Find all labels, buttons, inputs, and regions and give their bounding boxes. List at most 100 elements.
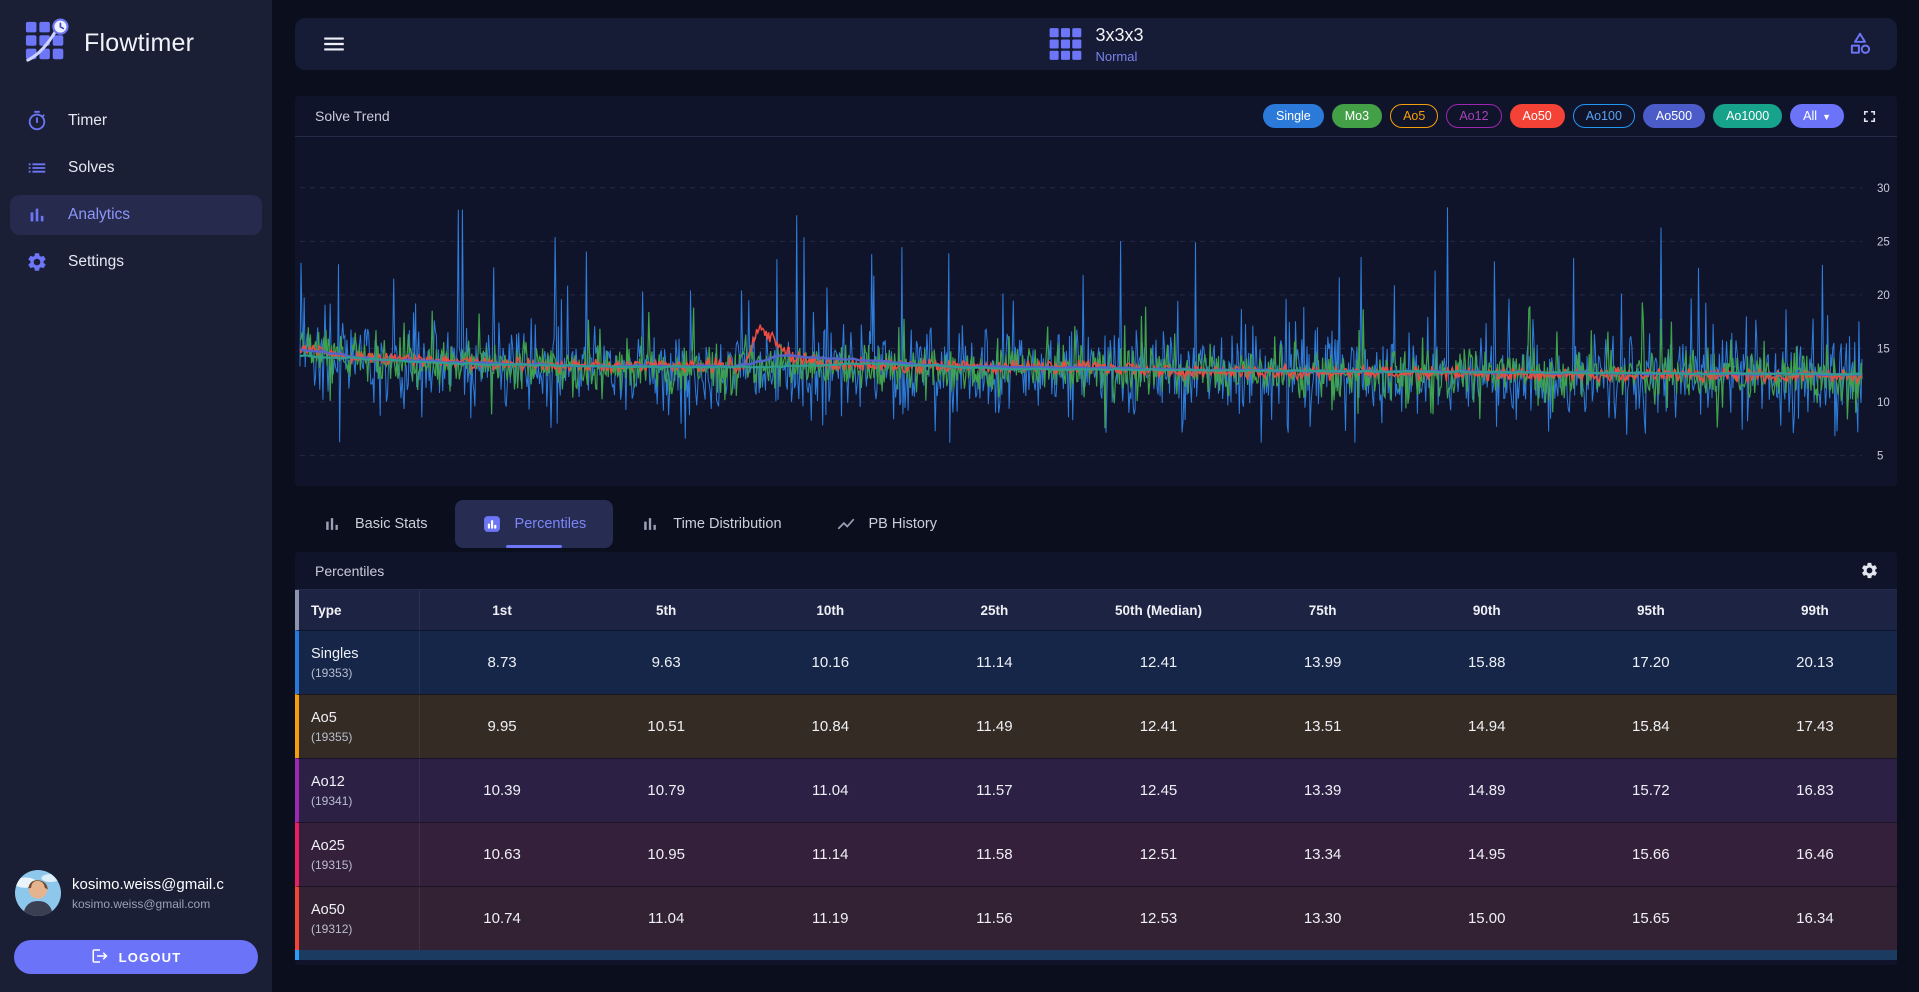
percentile-value: 11.04 (584, 887, 748, 950)
svg-text:30: 30 (1877, 183, 1890, 195)
percentile-value: 16.83 (1733, 759, 1897, 822)
percentile-value: 12.45 (1076, 759, 1240, 822)
user-name: kosimo.weiss@gmail.c (72, 876, 224, 893)
legend-badge-label: Ao100 (1586, 109, 1622, 123)
percentile-value: 14.89 (1405, 759, 1569, 822)
app-root: Flowtimer Timer Solves Analytics Settings k… (0, 0, 1919, 992)
bar-chart-icon (640, 514, 660, 534)
percentile-value: 13.39 (1241, 759, 1405, 822)
legend-badge-label: Ao12 (1459, 109, 1488, 123)
type-label: Ao50 (311, 902, 419, 918)
percentile-value: 11.14 (912, 631, 1076, 694)
flowtimer-logo-icon (24, 18, 70, 69)
solve-count: (19315) (311, 858, 419, 872)
column-header: 1st (420, 590, 584, 630)
percentile-value: 11.04 (748, 759, 912, 822)
trend-line-icon (836, 514, 856, 534)
table-row-partial (295, 950, 1897, 960)
type-cell: Ao50(19312) (299, 887, 420, 950)
solve-count: (19341) (311, 794, 419, 808)
logout-button[interactable]: LOGOUT (14, 940, 258, 974)
percentile-value: 10.79 (584, 759, 748, 822)
percentiles-title: Percentiles (315, 563, 384, 579)
percentile-value: 14.95 (1405, 823, 1569, 886)
column-header: Type (299, 590, 420, 630)
legend-badge-ao1000[interactable]: Ao1000 (1713, 104, 1782, 128)
user-info: kosimo.weiss@gmail.c kosimo.weiss@gmail.… (15, 870, 259, 916)
fullscreen-icon[interactable] (1856, 103, 1883, 130)
percentile-value: 13.51 (1241, 695, 1405, 758)
percentile-value: 10.39 (420, 759, 584, 822)
svg-text:5: 5 (1877, 451, 1883, 463)
percentile-chart-icon (482, 514, 502, 534)
tab-percentiles[interactable]: Percentiles (455, 500, 614, 548)
percentile-value: 15.84 (1569, 695, 1733, 758)
tab-label: Basic Stats (355, 516, 428, 532)
avatar (15, 870, 61, 916)
column-header: 95th (1569, 590, 1733, 630)
sidebar-item-solves[interactable]: Solves (10, 148, 262, 188)
percentile-value: 13.30 (1241, 887, 1405, 950)
puzzle-mode: Normal (1095, 49, 1143, 64)
user-email: kosimo.weiss@gmail.com (72, 897, 224, 911)
percentile-value: 12.41 (1076, 695, 1240, 758)
legend-badge-label: Ao500 (1656, 109, 1692, 123)
solve-trend-title: Solve Trend (315, 108, 390, 124)
type-cell: Ao5(19355) (299, 695, 420, 758)
column-header: 75th (1241, 590, 1405, 630)
svg-text:25: 25 (1877, 236, 1890, 248)
percentile-value: 15.66 (1569, 823, 1733, 886)
type-cell: Ao25(19315) (299, 823, 420, 886)
solve-trend-chart: 51015202530 (295, 141, 1897, 483)
tab-pb-history[interactable]: PB History (809, 500, 965, 548)
tab-label: Percentiles (515, 516, 587, 532)
type-label: Singles (311, 646, 419, 662)
legend-badge-single[interactable]: Single (1263, 104, 1324, 128)
sidebar-item-timer[interactable]: Timer (10, 101, 262, 141)
svg-text:10: 10 (1877, 397, 1890, 409)
percentile-value: 12.53 (1076, 887, 1240, 950)
timer-icon (26, 110, 48, 132)
table-row-ao5: Ao5(19355)9.9510.5110.8411.4912.4113.511… (295, 694, 1897, 758)
legend-badge-label: Ao50 (1523, 109, 1552, 123)
table-row-ao50: Ao50(19312)10.7411.0411.1911.5612.5313.3… (295, 886, 1897, 950)
legend-badge-mo3[interactable]: Mo3 (1332, 104, 1382, 128)
bar-chart-icon (26, 204, 48, 226)
tab-time-distribution[interactable]: Time Distribution (613, 500, 808, 548)
sidebar-item-analytics[interactable]: Analytics (10, 195, 262, 235)
sidebar-item-settings[interactable]: Settings (10, 242, 262, 282)
legend-badge-label: Single (1276, 109, 1311, 123)
percentile-value: 17.20 (1569, 631, 1733, 694)
sidebar: Flowtimer Timer Solves Analytics Settings k… (0, 0, 272, 992)
sidebar-item-label: Solves (68, 159, 115, 177)
table-row-ao12: Ao12(19341)10.3910.7911.0411.5712.4513.3… (295, 758, 1897, 822)
app-logo: Flowtimer (0, 0, 272, 69)
percentile-value: 10.51 (584, 695, 748, 758)
legend-badge-ao500[interactable]: Ao500 (1643, 104, 1705, 128)
app-title: Flowtimer (84, 29, 194, 58)
sidebar-nav: Timer Solves Analytics Settings (0, 101, 272, 282)
percentile-value: 11.56 (912, 887, 1076, 950)
topbar: 3x3x3 Normal (295, 18, 1897, 70)
percentile-value: 11.19 (748, 887, 912, 950)
legend-badge-ao50[interactable]: Ao50 (1510, 104, 1565, 128)
type-label: Ao12 (311, 774, 419, 790)
bar-chart-icon (322, 514, 342, 534)
solve-count: (19353) (311, 666, 419, 680)
legend-badge-ao100[interactable]: Ao100 (1573, 104, 1635, 128)
percentile-value: 16.46 (1733, 823, 1897, 886)
percentiles-table[interactable]: Type1st5th10th25th50th (Median)75th90th9… (295, 590, 1897, 960)
legend-badge-all[interactable]: All▼ (1790, 104, 1844, 128)
gear-icon[interactable] (1856, 557, 1883, 584)
percentile-value: 16.34 (1733, 887, 1897, 950)
percentile-value: 15.72 (1569, 759, 1733, 822)
legend-badge-ao5[interactable]: Ao5 (1390, 104, 1438, 128)
menu-icon[interactable] (317, 27, 351, 61)
puzzle-selector[interactable]: 3x3x3 Normal (1048, 25, 1143, 64)
shapes-icon[interactable] (1843, 27, 1877, 61)
tab-basic-stats[interactable]: Basic Stats (295, 500, 455, 548)
column-header: 90th (1405, 590, 1569, 630)
legend-badge-ao12[interactable]: Ao12 (1446, 104, 1501, 128)
table-header-row: Type1st5th10th25th50th (Median)75th90th9… (295, 590, 1897, 630)
puzzle-name: 3x3x3 (1095, 25, 1143, 46)
